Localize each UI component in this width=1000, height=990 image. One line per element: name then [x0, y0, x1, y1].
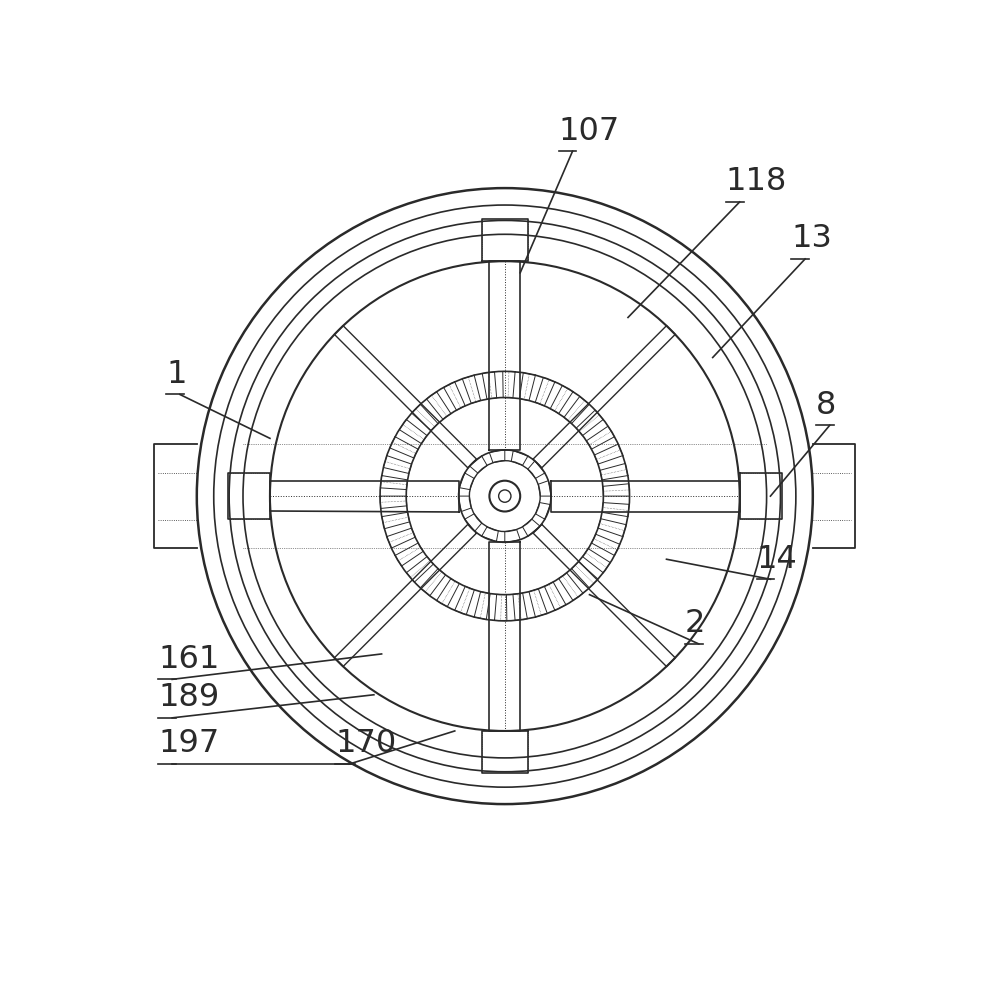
Text: 8: 8 [816, 390, 836, 421]
Text: 161: 161 [158, 644, 220, 675]
Text: 14: 14 [757, 544, 797, 574]
Text: 118: 118 [726, 166, 787, 197]
Text: 170: 170 [335, 729, 397, 759]
Text: 189: 189 [158, 682, 220, 713]
Text: 1: 1 [166, 358, 186, 390]
Text: 13: 13 [791, 224, 832, 254]
Text: 2: 2 [685, 608, 705, 640]
Text: 197: 197 [158, 729, 220, 759]
Text: 107: 107 [559, 116, 620, 147]
